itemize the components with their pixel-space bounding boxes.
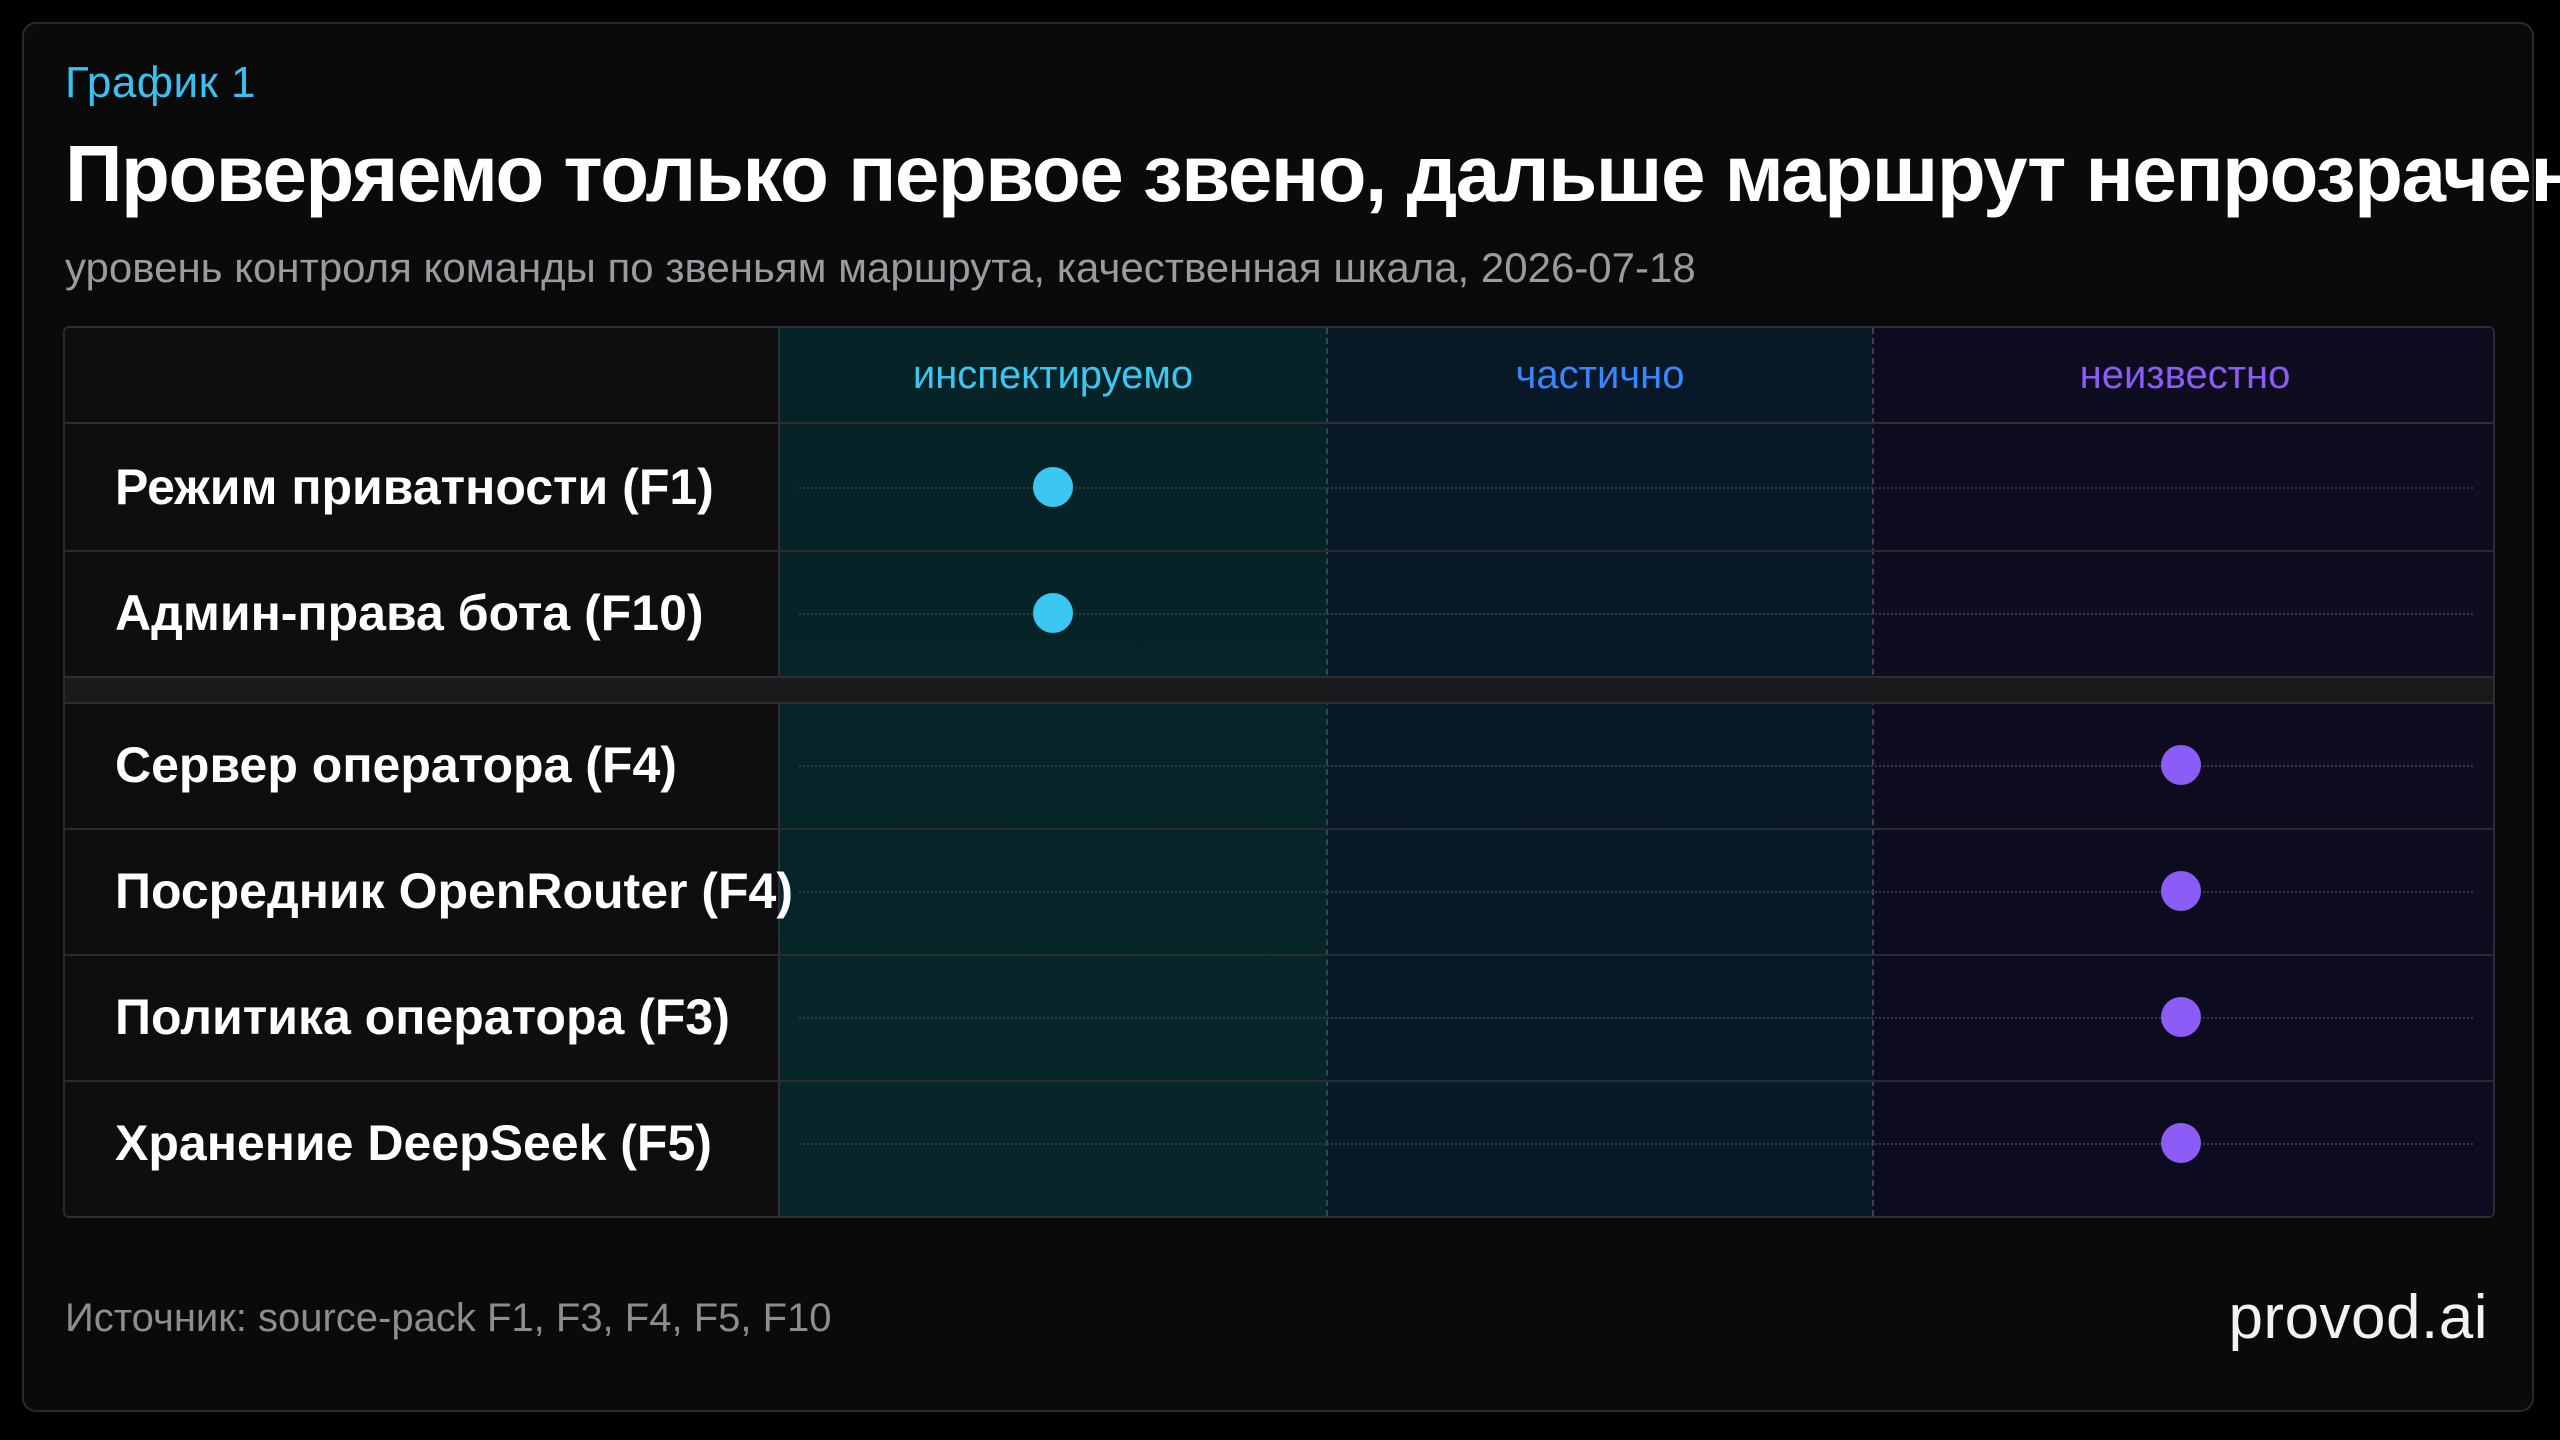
row-guide-line	[799, 487, 2473, 489]
level-dot	[2161, 1123, 2201, 1163]
level-dot	[1033, 593, 1073, 633]
chart-subtitle: уровень контроля команды по звеньям марш…	[65, 244, 1696, 291]
brand-logo-text: provod.ai	[2228, 1283, 2488, 1352]
column-bg-inspectable	[779, 328, 1327, 1216]
level-dot	[2161, 997, 2201, 1037]
matrix-grid: инспектируемо частично неизвестно Режим …	[63, 326, 2495, 1218]
row-divider	[65, 828, 2493, 830]
row-label: Режим приватности (F1)	[115, 459, 714, 515]
row-divider	[65, 954, 2493, 956]
row-label: Сервер оператора (F4)	[115, 737, 677, 793]
source-note: Источник: source-pack F1, F3, F4, F5, F1…	[65, 1296, 832, 1340]
row-guide-line	[799, 1143, 2473, 1145]
column-header-partial: частично	[1515, 353, 1685, 397]
column-header-unknown: неизвестно	[2079, 353, 2291, 397]
row-divider	[65, 550, 2493, 552]
row-label: Политика оператора (F3)	[115, 989, 730, 1045]
row-label: Хранение DeepSeek (F5)	[115, 1115, 712, 1171]
row-guide-line	[799, 891, 2473, 893]
header-divider	[65, 422, 2493, 424]
group-separator	[65, 676, 2493, 704]
label-column-divider	[778, 328, 780, 1216]
column-divider-1	[1326, 328, 1328, 1216]
column-divider-2	[1872, 328, 1874, 1216]
column-header-inspectable: инспектируемо	[912, 353, 1194, 397]
level-dot	[1033, 467, 1073, 507]
level-dot	[2161, 871, 2201, 911]
row-divider	[65, 1080, 2493, 1082]
row-guide-line	[799, 765, 2473, 767]
row-guide-line	[799, 1017, 2473, 1019]
row-guide-line	[799, 613, 2473, 615]
row-label: Посредник OpenRouter (F4)	[115, 863, 794, 919]
column-bg-partial	[1327, 328, 1873, 1216]
chart-title: Проверяемо только первое звено, дальше м…	[65, 129, 2560, 218]
chart-kicker: График 1	[65, 58, 257, 107]
row-label: Админ-права бота (F10)	[115, 585, 704, 641]
level-dot	[2161, 745, 2201, 785]
